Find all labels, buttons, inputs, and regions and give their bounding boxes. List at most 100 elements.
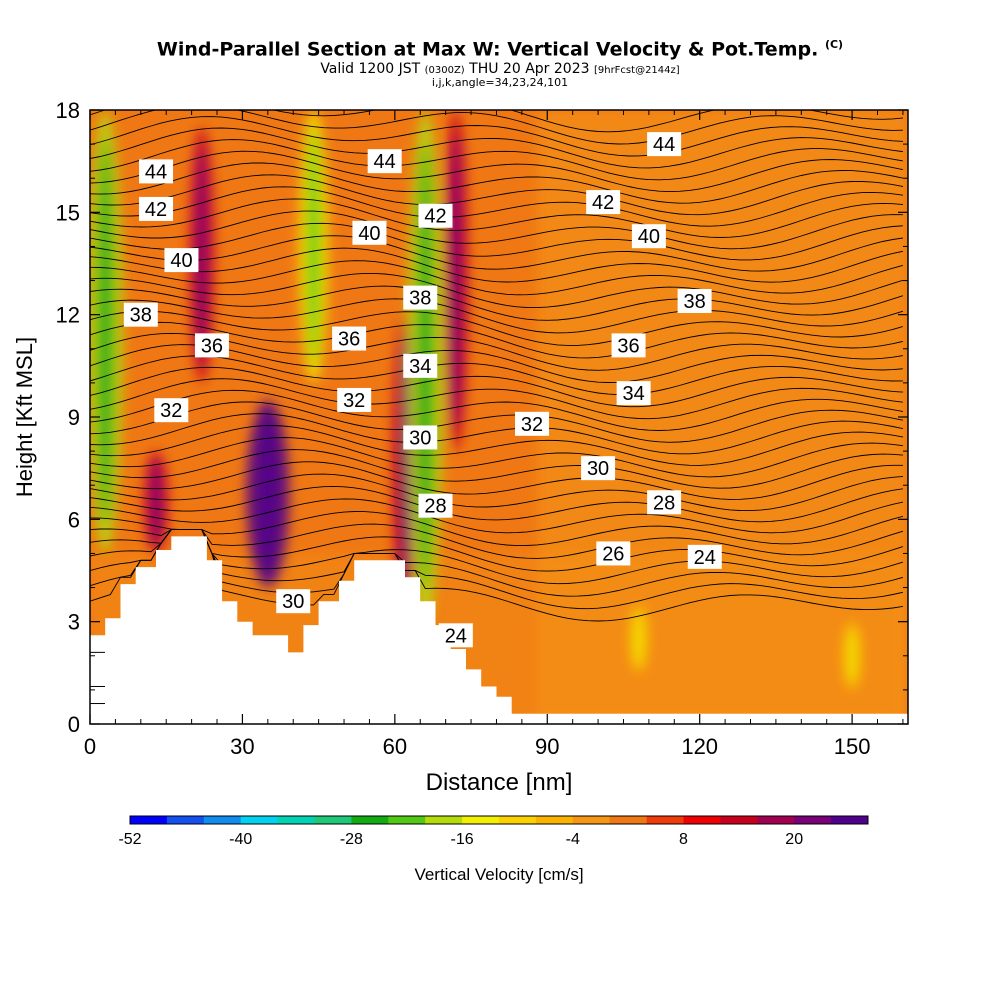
theta-label-23: 28	[424, 496, 446, 518]
theta-contour-38	[90, 127, 903, 169]
colorbar-tick-label-1: -40	[229, 831, 252, 848]
theta-contour-36	[90, 150, 903, 193]
colorbar-swatch-13	[609, 816, 648, 824]
theta-label-3: 42	[145, 199, 167, 221]
colorbar-swatch-15	[683, 816, 721, 824]
theta-contour-8	[90, 485, 903, 523]
colorbar-swatch-18	[794, 816, 832, 824]
y-axis-label: Height [Kft MSL]	[12, 337, 37, 497]
theta-label-box-22	[276, 589, 311, 614]
theta-contour-6	[90, 511, 904, 547]
theta-contour-23	[90, 310, 904, 346]
colorbar-tick-label-5: 8	[679, 831, 688, 848]
theta-contour-10	[90, 461, 903, 500]
theta-label-box-2	[647, 132, 682, 157]
theta-contour-29	[90, 235, 903, 272]
colorbar-swatch-3	[240, 816, 279, 824]
colorbar-tick-label-0: -52	[118, 831, 141, 848]
colorbar-swatch-17	[757, 816, 795, 824]
theta-label-box-18	[337, 387, 372, 412]
colorbar-swatch-19	[831, 816, 869, 824]
theta-label-15: 34	[409, 356, 431, 378]
y-tick-label-4: 12	[56, 303, 80, 328]
theta-label-7: 40	[358, 223, 380, 245]
theta-contour-39	[90, 116, 903, 157]
chart-indices: i,j,k,angle=34,23,24,101	[431, 76, 569, 89]
theta-label-box-16	[616, 381, 651, 406]
theta-label-14: 36	[617, 335, 639, 357]
theta-label-box-24	[647, 490, 682, 515]
theta-label-11: 38	[683, 291, 705, 313]
x-tick-label-0: 0	[84, 734, 96, 759]
colorbar-tick-label-3: -16	[451, 831, 474, 848]
theta-label-6: 40	[170, 250, 192, 272]
theta-contour-30	[90, 222, 903, 261]
theta-contour-37	[90, 139, 903, 181]
theta-contour-3	[90, 529, 904, 585]
theta-contour-27	[90, 260, 904, 296]
velocity-feature-core-9	[847, 626, 857, 686]
colorbar-tick-label-6: 20	[785, 831, 803, 848]
theta-label-box-21	[581, 456, 616, 481]
theta-label-box-4	[418, 203, 453, 228]
theta-label-0: 44	[145, 161, 167, 183]
terrain	[90, 536, 908, 724]
theta-label-22: 30	[282, 591, 304, 613]
colorbar-swatch-7	[388, 816, 426, 824]
theta-contour-19	[90, 355, 903, 396]
colorbar-swatch-6	[351, 816, 389, 824]
theta-label-16: 34	[623, 383, 645, 405]
theta-contour-7	[90, 498, 903, 534]
velocity-feature-core-7	[450, 132, 462, 429]
colorbar-label: Vertical Velocity [cm/s]	[414, 865, 583, 884]
colorbar-swatch-9	[462, 816, 500, 824]
theta-contour-12	[90, 437, 903, 478]
x-tick-label-1: 30	[230, 734, 254, 759]
theta-contour-22	[90, 321, 903, 359]
x-axis-label: Distance [nm]	[426, 769, 573, 796]
forecast-info: [9hrFcst@2144z]	[593, 65, 680, 76]
theta-contour-26	[90, 272, 904, 309]
theta-label-4: 42	[424, 206, 446, 228]
theta-label-26: 24	[694, 547, 716, 569]
valid-zulu: (0300Z)	[424, 65, 465, 76]
theta-contour-13	[90, 425, 903, 466]
theta-contour-18	[90, 366, 903, 408]
theta-contour-16	[90, 389, 903, 431]
theta-label-18: 32	[343, 390, 365, 412]
colorbar-swatch-8	[425, 816, 463, 824]
theta-label-9: 38	[130, 305, 152, 327]
theta-contour-2	[90, 529, 904, 597]
theta-contour-33	[90, 186, 903, 227]
chart-subtitle-valid: Valid 1200 JST (0300Z) THU 20 Apr 2023 […	[0, 61, 1000, 77]
x-tick-label-3: 90	[535, 734, 559, 759]
y-tick-label-5: 15	[56, 200, 80, 225]
theta-label-box-5	[586, 190, 621, 215]
colorbar-swatch-16	[720, 816, 758, 824]
colorbar-swatch-11	[535, 816, 574, 824]
x-tick-label-2: 60	[383, 734, 407, 759]
colorbar-swatch-10	[499, 816, 537, 824]
theta-label-10: 38	[409, 288, 431, 310]
chart-title: Wind-Parallel Section at Max W: Vertical…	[0, 38, 1000, 60]
y-tick-label-1: 3	[68, 610, 80, 635]
theta-label-box-17	[154, 398, 189, 423]
theta-label-box-15	[403, 353, 438, 378]
theta-contour-31	[90, 210, 903, 250]
y-tick-label-2: 6	[68, 507, 80, 532]
theta-label-box-10	[403, 285, 438, 310]
plot-area: 44 44 44 42 42 42 40 40 40 38 38 38 36 36 36 34 34 32 32 32…	[90, 110, 908, 724]
theta-label-box-3	[139, 196, 174, 221]
theta-label-27: 24	[445, 625, 467, 647]
x-tick-label-5: 150	[834, 734, 871, 759]
theta-contour-9	[90, 473, 903, 512]
theta-contour-14	[90, 413, 903, 455]
theta-label-box-19	[515, 411, 550, 436]
theta-label-box-6	[164, 248, 199, 273]
velocity-feature-core-3	[258, 412, 278, 576]
colorbar-swatch-4	[277, 816, 315, 824]
theta-label-17: 32	[160, 400, 182, 422]
colorbar: -52 -40 -28 -16 -4 8 20 Vertical Velocity [cm/s…	[118, 815, 869, 884]
